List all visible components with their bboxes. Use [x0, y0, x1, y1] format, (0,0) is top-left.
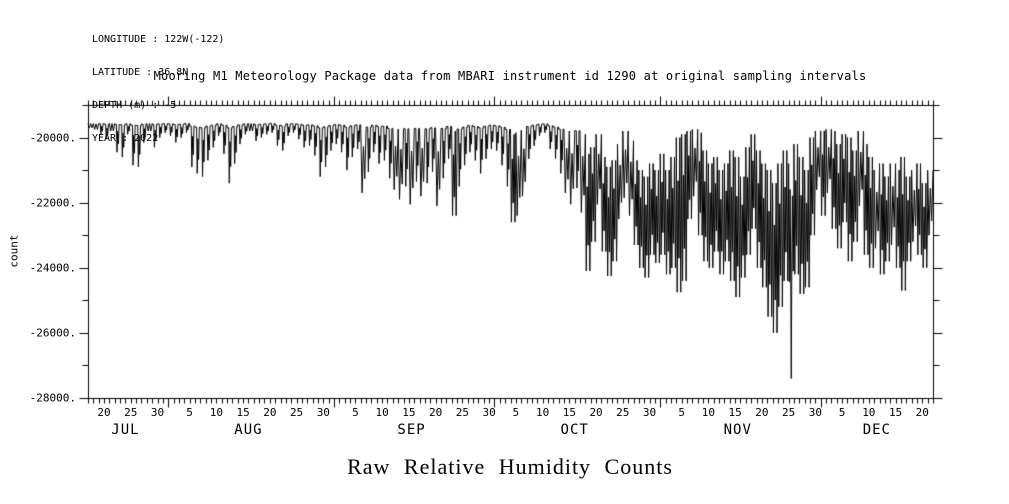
- figure-title: Raw Relative Humidity Counts: [347, 454, 673, 479]
